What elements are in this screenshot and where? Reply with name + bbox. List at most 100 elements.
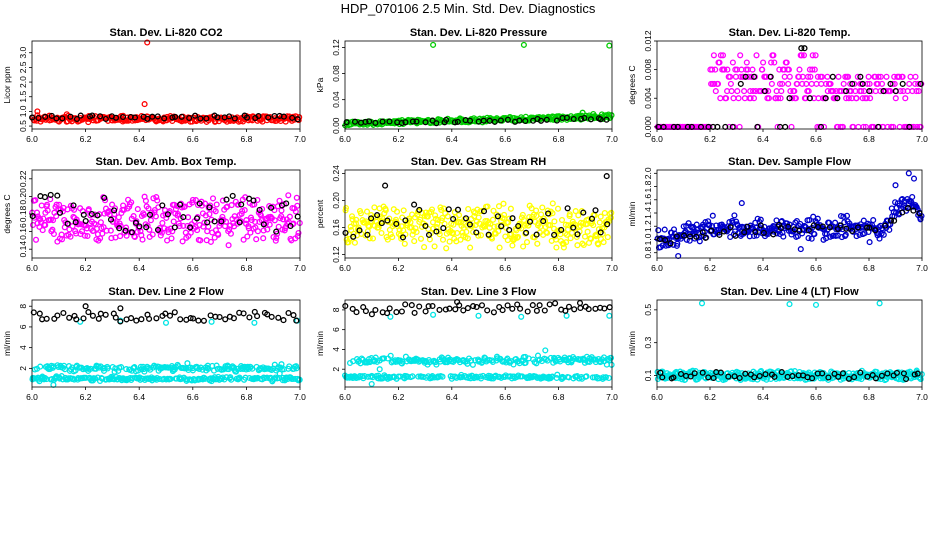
data-point-secondary [112, 314, 119, 321]
data-point-secondary [73, 316, 80, 323]
data-point-primary [358, 355, 365, 362]
data-point-primary [368, 380, 375, 388]
x-tick-label: 6.6 [499, 263, 511, 273]
data-point-secondary [742, 73, 749, 80]
data-point-primary [174, 210, 182, 218]
y-tick-label: 1.2 [643, 220, 653, 232]
data-point-primary [892, 95, 899, 102]
panel-title: Stan. Dev. Li-820 Pressure [410, 27, 547, 39]
data-point-secondary [917, 80, 924, 87]
data-point-secondary [238, 201, 245, 208]
data-point-primary [32, 197, 39, 204]
data-point-secondary [285, 309, 292, 317]
data-point-secondary [900, 370, 907, 377]
data-point-primary [53, 213, 60, 220]
data-point-primary [412, 225, 419, 232]
data-point-secondary [757, 222, 764, 229]
y-axis-label: degrees C [627, 65, 637, 104]
data-point-secondary [750, 73, 758, 80]
data-point-secondary [835, 373, 842, 380]
x-tick-label: 6.4 [757, 263, 769, 273]
data-point-primary [464, 235, 471, 242]
data-point-primary [795, 73, 802, 80]
data-point-primary [696, 238, 703, 245]
data-point-primary [213, 201, 220, 208]
data-point-primary [710, 52, 717, 59]
data-point-primary [858, 88, 865, 95]
data-point-secondary [872, 375, 879, 382]
data-point-primary [605, 374, 612, 382]
data-point-secondary [386, 118, 393, 125]
panel-title: Stan. Dev. Gas Stream RH [411, 156, 547, 168]
data-point-secondary [119, 113, 127, 121]
plot-frame [31, 40, 301, 130]
panel-temp: Stan. Dev. Li-820 Temp. degrees C 6.0 6.2 6.… [627, 27, 928, 144]
data-point-primary [460, 357, 468, 364]
data-point-secondary [402, 301, 409, 308]
data-point-primary [69, 223, 76, 230]
data-point-secondary [887, 80, 894, 87]
data-point-primary [554, 371, 561, 378]
data-point-secondary [796, 227, 803, 234]
data-point-primary [915, 80, 922, 87]
data-point-secondary [190, 315, 197, 322]
data-point-secondary [460, 307, 467, 314]
data-point-secondary [509, 215, 516, 222]
data-point-primary [683, 236, 690, 243]
x-tick-label: 6.4 [446, 263, 458, 273]
data-point-secondary [834, 225, 841, 233]
data-point-secondary [131, 114, 139, 121]
data-point-primary [189, 196, 196, 203]
data-point-secondary [117, 318, 124, 325]
data-point-secondary [691, 370, 698, 377]
data-point-primary [578, 208, 585, 215]
data-point-primary [272, 237, 279, 244]
data-point-secondary [166, 312, 174, 319]
data-point-primary [737, 52, 744, 59]
data-point-secondary [731, 373, 738, 380]
y-tick-label: 0.1 [643, 369, 653, 381]
data-point-secondary [864, 373, 871, 380]
y-axis-label: ml/min [2, 331, 12, 356]
data-point-primary [253, 236, 260, 243]
data-point-primary [439, 214, 446, 221]
x-tick-label: 6.4 [446, 134, 458, 144]
data-point-primary [714, 80, 722, 87]
data-point-primary [260, 235, 267, 242]
data-point-secondary [597, 229, 604, 236]
data-point-primary [275, 223, 282, 230]
y-tick-label: 1.4 [643, 207, 653, 219]
data-point-secondary [382, 182, 389, 189]
y-tick-label: 0.16 [18, 223, 28, 240]
data-point-secondary [206, 204, 213, 211]
data-point-primary [659, 242, 666, 249]
data-point-primary [264, 226, 271, 233]
data-point-secondary [195, 317, 202, 324]
data-point-secondary [280, 113, 287, 120]
panel-co2: Stan. Dev. Li-820 CO2 Licor ppm 6.0 6.2 6.4 6… [2, 27, 306, 144]
data-point-primary [580, 241, 587, 249]
data-point-secondary [667, 240, 674, 247]
data-point-primary [208, 318, 215, 325]
data-point-secondary [564, 205, 571, 212]
data-point-primary [417, 235, 425, 242]
data-point-primary [747, 95, 754, 102]
data-point-primary [399, 358, 406, 365]
data-point-secondary [504, 116, 511, 123]
data-point-primary [37, 216, 44, 223]
data-point-secondary [268, 313, 275, 320]
data-point-secondary [744, 223, 751, 230]
data-point-secondary [603, 173, 610, 180]
data-point-primary [97, 235, 104, 242]
data-point-primary [209, 195, 217, 202]
data-point-primary [814, 73, 821, 80]
data-point-primary [802, 95, 809, 102]
data-point-primary [724, 66, 731, 73]
data-point-secondary [541, 307, 548, 314]
data-point-primary [142, 197, 149, 204]
panel-pressure: Stan. Dev. Li-820 Pressure kPa 6.0 6.2 6.4 6.… [315, 27, 618, 144]
x-tick-label: 6.8 [553, 392, 565, 402]
data-point-primary [489, 216, 497, 223]
data-point-primary [219, 197, 226, 204]
data-point-secondary [82, 217, 89, 225]
